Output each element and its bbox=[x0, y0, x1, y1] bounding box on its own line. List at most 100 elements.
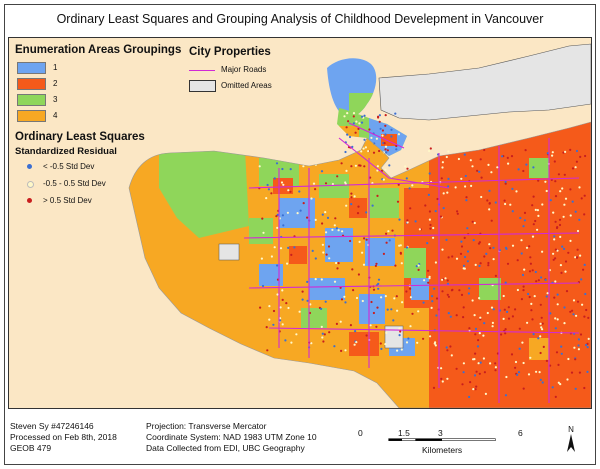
residual-dot bbox=[339, 320, 342, 323]
residual-dot bbox=[564, 150, 567, 153]
residual-dot bbox=[560, 345, 563, 348]
residual-dot bbox=[516, 259, 519, 262]
residual-dot bbox=[417, 310, 420, 313]
residual-dot bbox=[281, 214, 284, 217]
residual-dot bbox=[273, 177, 276, 180]
residual-dot bbox=[561, 187, 564, 190]
residual-dot bbox=[394, 264, 397, 267]
residual-dot bbox=[397, 183, 400, 186]
map-area[interactable]: Enumeration Areas Groupings 1 2 3 4 City… bbox=[8, 37, 592, 409]
residual-dot bbox=[445, 346, 448, 349]
residual-dot bbox=[528, 295, 531, 299]
residual-dot bbox=[531, 318, 534, 321]
residual-dot bbox=[525, 246, 529, 249]
residual-dot bbox=[501, 155, 504, 158]
residual-dot bbox=[281, 167, 284, 171]
residual-dot bbox=[474, 388, 477, 391]
residual-dot bbox=[371, 182, 374, 185]
residual-dot bbox=[361, 299, 364, 303]
residual-dot bbox=[432, 226, 435, 230]
residual-dot bbox=[382, 178, 385, 181]
residual-dot bbox=[384, 114, 387, 117]
residual-dot bbox=[539, 303, 542, 306]
residual-dot bbox=[530, 309, 533, 312]
residual-dot bbox=[559, 190, 562, 193]
map-title: Ordinary Least Squares and Grouping Anal… bbox=[56, 12, 544, 26]
residual-dot bbox=[575, 160, 579, 163]
residual-dot bbox=[584, 154, 587, 158]
residual-dot bbox=[574, 166, 577, 169]
residual-dot bbox=[471, 165, 474, 168]
residual-dot bbox=[511, 315, 514, 318]
residual-dot bbox=[369, 324, 372, 327]
residual-dot bbox=[298, 190, 301, 193]
residual-dot bbox=[537, 179, 540, 182]
residual-dot bbox=[350, 192, 353, 195]
residual-dot bbox=[382, 252, 385, 255]
residual-dot bbox=[514, 308, 517, 311]
residual-dot bbox=[384, 145, 388, 148]
residual-dot bbox=[381, 134, 384, 137]
residual-dot bbox=[509, 203, 512, 206]
residual-dot bbox=[287, 306, 290, 310]
residual-dot bbox=[576, 248, 579, 251]
residual-dot bbox=[556, 303, 559, 306]
residual-dot bbox=[576, 256, 579, 259]
residual-dot bbox=[428, 275, 431, 278]
residual-dot bbox=[477, 362, 480, 365]
residual-dot bbox=[311, 249, 314, 252]
residual-dot bbox=[354, 131, 357, 134]
residual-dot bbox=[479, 318, 482, 321]
residual-dot bbox=[538, 371, 541, 374]
residual-dot bbox=[364, 146, 367, 149]
residual-dot bbox=[478, 372, 481, 375]
residual-dot bbox=[545, 189, 548, 193]
residual-dot bbox=[385, 331, 388, 334]
residual-dot bbox=[472, 388, 475, 391]
residual-dot bbox=[354, 330, 357, 333]
residual-dot bbox=[541, 381, 544, 384]
residual-dot bbox=[477, 242, 481, 245]
residual-dot bbox=[531, 235, 535, 238]
residual-dot bbox=[275, 215, 278, 218]
residual-dot bbox=[281, 289, 284, 292]
residual-dot bbox=[578, 371, 582, 374]
residual-dot bbox=[541, 328, 544, 331]
residual-dot bbox=[462, 316, 465, 319]
residual-dot bbox=[583, 213, 586, 216]
residual-dot bbox=[534, 219, 537, 223]
data-source: Data Collected from EDI, UBC Geography bbox=[146, 443, 305, 453]
residual-dot bbox=[463, 267, 466, 270]
residual-dot bbox=[372, 311, 375, 315]
residual-dot bbox=[511, 244, 515, 247]
residual-dot bbox=[374, 264, 377, 267]
group-2-label: 2 bbox=[53, 79, 58, 88]
residual-dot bbox=[414, 220, 417, 223]
residual-dot bbox=[416, 341, 419, 344]
residual-dot bbox=[432, 236, 435, 239]
major-roads-symbol bbox=[189, 70, 215, 71]
residual-dot bbox=[447, 295, 450, 298]
residual-dot bbox=[409, 287, 412, 290]
residual-dot bbox=[401, 301, 404, 304]
group-1-swatch bbox=[17, 62, 46, 74]
residual-dot bbox=[357, 205, 360, 208]
residual-dot bbox=[312, 182, 316, 185]
residual-dot bbox=[577, 348, 581, 351]
residual-dot bbox=[529, 356, 532, 359]
residual-dot bbox=[344, 301, 347, 304]
residual-dot bbox=[559, 235, 562, 238]
projection: Projection: Transverse Mercator bbox=[146, 421, 267, 431]
residual-dot bbox=[494, 369, 497, 372]
residual-dot bbox=[301, 298, 304, 301]
residual-dot bbox=[527, 292, 530, 296]
residual-dot bbox=[333, 345, 336, 348]
residual-dot bbox=[266, 349, 269, 352]
residual-dot bbox=[539, 351, 542, 355]
residual-dot bbox=[422, 337, 425, 340]
residual-dot bbox=[506, 156, 509, 159]
residual-dot bbox=[417, 268, 420, 271]
residual-dot bbox=[377, 116, 380, 119]
residual-dot bbox=[492, 308, 495, 311]
residual-dot bbox=[528, 270, 532, 273]
